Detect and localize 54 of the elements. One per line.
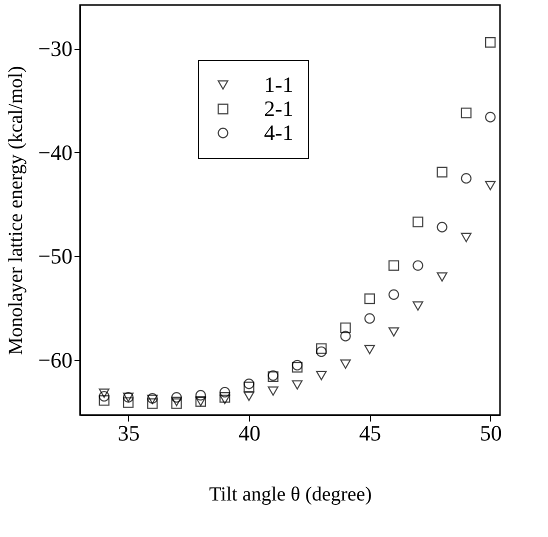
point xyxy=(316,346,327,358)
x-tick-label: 50 xyxy=(480,420,502,446)
point xyxy=(292,380,303,390)
point xyxy=(98,388,110,398)
point xyxy=(122,397,134,408)
point xyxy=(460,108,472,118)
point xyxy=(412,216,424,228)
point xyxy=(436,222,448,232)
point xyxy=(219,394,230,404)
x-tick-label: 40 xyxy=(238,420,260,446)
x-tick-label: 45 xyxy=(359,420,382,446)
point xyxy=(364,313,375,324)
point xyxy=(98,395,110,406)
y-axis-title: Monolayer lattice energy (kcal/mol) xyxy=(5,66,28,355)
point xyxy=(364,344,375,354)
point xyxy=(340,359,351,369)
x-axis-title: Tilt angle θ (degree) xyxy=(209,484,372,506)
legend-label: 2-1 xyxy=(264,96,294,121)
point xyxy=(485,180,496,190)
point xyxy=(436,166,448,178)
y-tick-label: −30 xyxy=(38,36,72,62)
point xyxy=(316,370,327,380)
point xyxy=(412,301,424,311)
point xyxy=(171,398,182,409)
legend-label: 1-1 xyxy=(264,72,294,97)
point xyxy=(219,392,230,403)
point xyxy=(485,112,496,122)
point xyxy=(388,327,400,337)
point xyxy=(171,396,182,406)
point xyxy=(460,232,472,242)
point xyxy=(316,343,327,354)
point xyxy=(147,398,158,409)
point xyxy=(268,386,278,396)
point xyxy=(244,382,254,392)
point xyxy=(412,260,424,271)
point xyxy=(244,378,254,390)
point xyxy=(340,322,351,334)
x-tick-label: 35 xyxy=(118,420,140,446)
point xyxy=(485,37,496,48)
point xyxy=(364,293,375,304)
legend-label: 4-1 xyxy=(264,120,294,145)
point xyxy=(388,260,400,271)
y-tick-label: −50 xyxy=(38,244,72,269)
point xyxy=(388,289,400,300)
point xyxy=(244,392,254,402)
y-tick-label: −60 xyxy=(38,347,72,372)
y-tick-label: −40 xyxy=(38,140,72,165)
point xyxy=(98,390,110,402)
point xyxy=(340,330,351,342)
point xyxy=(436,272,448,282)
point xyxy=(171,392,182,403)
point xyxy=(219,386,230,398)
point xyxy=(460,173,472,184)
point xyxy=(195,390,206,401)
